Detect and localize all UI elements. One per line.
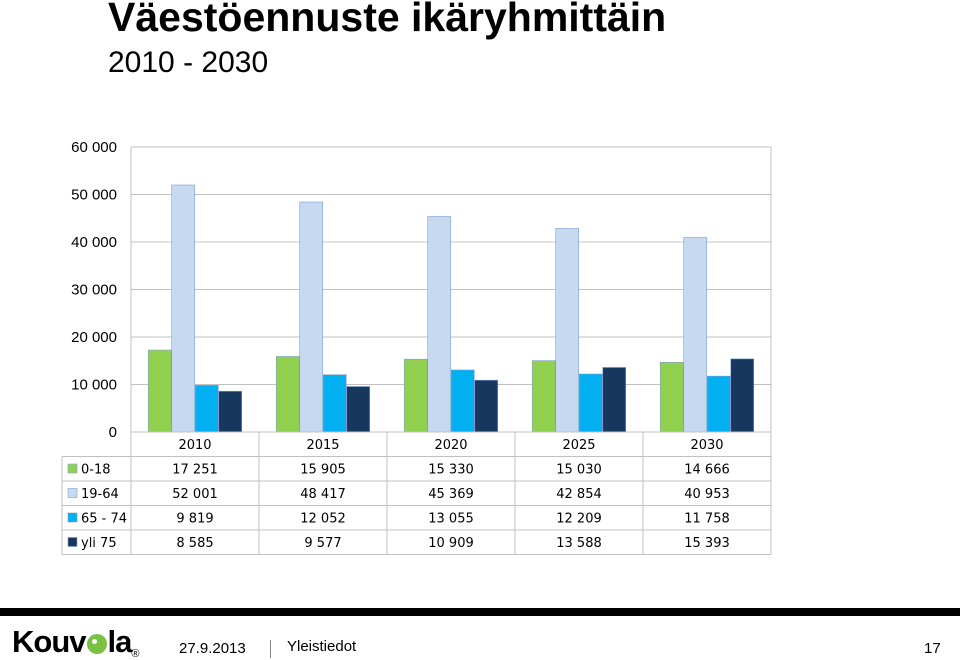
data-label: 13 055 — [428, 512, 474, 527]
legend-label: 0-18 — [81, 463, 111, 478]
legend-label: yli 75 — [81, 536, 117, 551]
data-label: 15 030 — [556, 463, 602, 478]
kouvola-logo: Kouv la® — [12, 624, 139, 660]
bar — [578, 373, 603, 433]
y-tick-label: 0 — [109, 424, 117, 441]
slide-subtitle: 2010 - 2030 — [108, 46, 269, 79]
y-tick-label: 30 000 — [71, 282, 117, 299]
y-tick-label: 10 000 — [71, 377, 117, 394]
footer-separator — [270, 640, 271, 658]
data-label: 40 953 — [684, 487, 730, 502]
legend-label: 19-64 — [81, 487, 119, 502]
x-tick-label: 2025 — [562, 438, 595, 453]
bar — [218, 390, 243, 433]
bar — [730, 358, 755, 433]
bar — [194, 385, 219, 433]
data-label: 17 251 — [172, 463, 218, 478]
bar — [346, 386, 371, 433]
legend-swatch — [67, 463, 78, 474]
legend-swatch — [67, 488, 78, 498]
footer-section: Yleistiedot — [287, 638, 357, 655]
bar — [659, 362, 684, 433]
y-tick-label: 60 000 — [71, 139, 117, 156]
data-label: 9 577 — [304, 536, 341, 551]
y-tick-label: 50 000 — [71, 187, 117, 204]
legend-label: 65 - 74 — [81, 512, 127, 527]
bar — [299, 201, 324, 433]
bar — [147, 349, 172, 433]
page-number: 17 — [924, 640, 941, 657]
x-tick-label: 2010 — [178, 438, 211, 453]
bar — [427, 216, 452, 433]
x-tick-label: 2020 — [434, 438, 467, 453]
bar — [706, 375, 731, 433]
data-label: 9 819 — [176, 512, 213, 527]
data-label: 15 393 — [684, 536, 730, 551]
footer-date: 27.9.2013 — [179, 640, 246, 657]
logo-text-a: Kouv — [12, 624, 86, 659]
bar — [602, 367, 627, 433]
x-tick-label: 2015 — [306, 438, 339, 453]
legend-swatch — [67, 537, 78, 547]
data-label: 48 417 — [300, 487, 346, 502]
data-label: 52 001 — [172, 487, 218, 502]
data-label: 42 854 — [556, 487, 602, 502]
data-label: 45 369 — [428, 487, 474, 502]
slide-title: Väestöennuste ikäryhmittäin — [108, 0, 667, 40]
bar — [683, 237, 708, 433]
bar — [450, 369, 475, 433]
data-label: 15 905 — [300, 463, 346, 478]
bar — [555, 228, 580, 433]
data-label: 15 330 — [428, 463, 474, 478]
legend-swatch — [67, 512, 78, 523]
population-chart: 0 10 000 20 000 30 000 40 000 50 000 60 000 201… — [61, 139, 772, 555]
bar — [322, 374, 347, 433]
data-label: 12 052 — [300, 512, 346, 527]
footer-divider — [0, 608, 960, 616]
bar — [531, 360, 556, 433]
y-tick-label: 20 000 — [71, 329, 117, 346]
logo-text-b: la — [107, 624, 133, 659]
bar — [474, 379, 499, 433]
x-tick-label: 2030 — [690, 438, 723, 453]
bar — [275, 356, 300, 433]
data-label: 12 209 — [556, 512, 602, 527]
data-label: 13 588 — [556, 536, 602, 551]
data-label: 8 585 — [176, 536, 213, 551]
y-tick-label: 40 000 — [71, 234, 117, 251]
bar — [403, 358, 428, 433]
data-label: 10 909 — [428, 536, 474, 551]
logo-eye-icon — [86, 634, 107, 654]
data-label: 14 666 — [684, 463, 730, 478]
logo-registered-mark: ® — [131, 648, 140, 660]
data-label: 11 758 — [684, 512, 730, 527]
bar — [171, 184, 196, 433]
